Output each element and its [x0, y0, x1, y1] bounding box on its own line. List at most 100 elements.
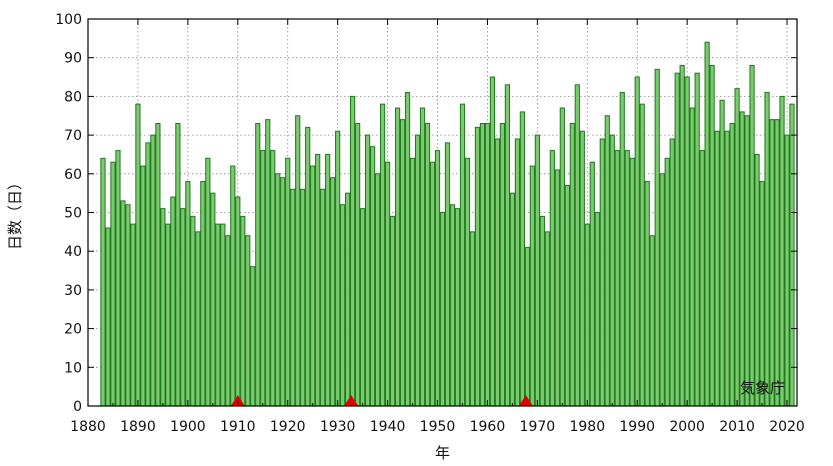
bar-1919: [280, 177, 286, 407]
bar-1974: [554, 169, 560, 407]
bar-1910: [235, 196, 241, 407]
bar-1894: [155, 122, 161, 407]
bar-1972: [544, 231, 550, 407]
axis-ticks: [87, 18, 797, 407]
relocation-marker: [518, 395, 533, 406]
bar-1897: [170, 196, 176, 407]
bar-1929: [330, 177, 336, 407]
bar-1921: [290, 188, 296, 407]
bar-1886: [115, 150, 121, 407]
bar-1966: [514, 138, 520, 407]
bar-2011: [739, 111, 745, 407]
bar-1934: [355, 122, 361, 407]
bar-1917: [270, 150, 276, 407]
bar-1994: [654, 68, 660, 407]
y-tick-label: 50: [64, 206, 82, 222]
bar-1899: [180, 208, 186, 407]
y-axis-label: 日数（日）: [6, 175, 24, 250]
bar-1930: [335, 130, 341, 407]
bar-1977: [569, 122, 575, 407]
tick-labels: 0 10 20 30 40 50 60 70 80 90 100 1880 1890 1900 1910 19…: [55, 12, 805, 435]
bar-1953: [449, 204, 456, 407]
bar-1960: [484, 122, 491, 407]
bar-2005: [709, 64, 715, 407]
bar-1986: [614, 150, 620, 407]
bar-1969: [529, 165, 535, 407]
bar-1954: [454, 208, 461, 407]
bar-1932: [345, 192, 351, 407]
bar-2009: [729, 122, 735, 407]
bar-1925: [310, 165, 316, 407]
bar-1942: [394, 107, 401, 407]
bar-1984: [604, 115, 610, 407]
bar-1907: [220, 223, 226, 407]
bar-1998: [674, 72, 680, 407]
bar-2017: [769, 119, 775, 407]
source-credit: 気象庁: [740, 379, 785, 397]
bar-2003: [699, 150, 705, 407]
bar-1937: [370, 146, 376, 407]
bar-1883: [100, 157, 106, 407]
bar-2015: [759, 181, 765, 407]
bar-1967: [519, 111, 525, 407]
bar-1926: [315, 153, 321, 407]
bar-1905: [210, 192, 216, 407]
x-tick-label: 2020: [769, 419, 805, 435]
y-tick-label: 0: [73, 399, 82, 415]
bar-1945: [409, 157, 416, 407]
bar-1996: [664, 157, 670, 407]
bar-1992: [644, 181, 650, 407]
bar-1904: [205, 157, 211, 407]
bar-1980: [584, 223, 590, 407]
x-axis-label: 年: [435, 444, 450, 462]
bar-1923: [300, 188, 306, 407]
bar-1950: [434, 150, 441, 407]
x-tick-label: 1900: [170, 419, 206, 435]
bar-1935: [360, 208, 366, 407]
bar-1963: [499, 122, 506, 407]
bar-1965: [509, 192, 515, 407]
bar-1959: [479, 122, 486, 407]
bar-1902: [195, 231, 201, 407]
bar-1901: [190, 215, 196, 407]
bar-1987: [619, 92, 625, 407]
x-tick-label: 1980: [569, 419, 605, 435]
y-tick-label: 90: [64, 51, 82, 67]
bar-2008: [724, 130, 730, 407]
bar-1885: [110, 161, 116, 407]
bar-1946: [414, 134, 421, 407]
bar-1973: [549, 150, 555, 407]
bar-1983: [599, 138, 605, 407]
x-tick-label: 1920: [270, 419, 306, 435]
bar-2012: [744, 115, 750, 407]
bar-1941: [389, 215, 396, 407]
x-tick-label: 1910: [220, 419, 256, 435]
y-tick-label: 10: [64, 360, 82, 376]
bar-1976: [564, 184, 570, 407]
bar-1989: [629, 157, 635, 407]
bar-1892: [145, 142, 151, 407]
x-tick-label: 1880: [70, 419, 106, 435]
bar-2020: [784, 134, 790, 407]
y-tick-label: 30: [64, 283, 82, 299]
bar-1896: [165, 223, 171, 407]
bar-1916: [265, 119, 271, 407]
bar-1961: [489, 76, 496, 407]
bar-1975: [559, 107, 565, 407]
bar-2010: [734, 88, 740, 407]
bar-1956: [464, 157, 471, 407]
bar-1939: [379, 103, 386, 407]
bar-1927: [320, 188, 326, 407]
x-tick-label: 2010: [719, 419, 755, 435]
bar-1990: [634, 76, 640, 407]
y-tick-label: 100: [55, 12, 82, 28]
bar-1938: [374, 173, 381, 407]
x-tick-label: 1990: [619, 419, 655, 435]
bar-1936: [365, 134, 371, 407]
bar-2001: [689, 107, 695, 407]
bar-2016: [764, 92, 770, 407]
bar-1981: [589, 161, 595, 407]
bar-1914: [255, 122, 261, 407]
bar-1948: [424, 122, 431, 407]
